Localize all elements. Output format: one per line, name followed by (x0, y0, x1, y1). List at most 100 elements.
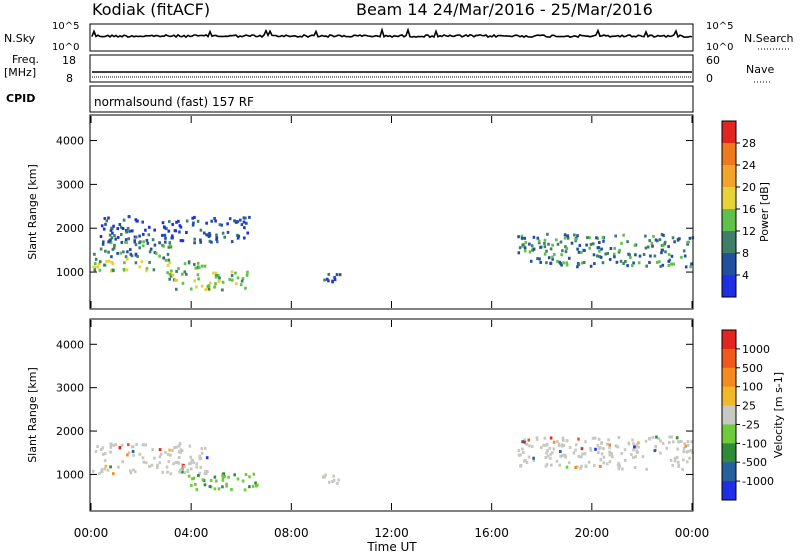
range-gate-cell (673, 240, 676, 244)
range-gate-cell (161, 470, 164, 474)
range-gate-cell (144, 461, 148, 465)
colorbar-swatch (722, 348, 736, 369)
range-gate-cell (244, 286, 247, 290)
range-gate-cell (602, 461, 606, 465)
range-gate-cell (524, 240, 528, 244)
range-gate-cell (661, 244, 665, 248)
range-gate-cell (216, 274, 220, 277)
range-gate-cell (194, 266, 198, 270)
range-gate-cell (523, 249, 527, 253)
range-gate-cell (197, 474, 200, 477)
range-gate-cell (549, 456, 552, 460)
range-gate-cell (133, 239, 136, 243)
range-gate-cell (565, 246, 568, 250)
power-panel: 1000 2000 3000 4000 Slant Range [km] 4 8 12 16… (26, 114, 771, 310)
range-gate-cell (521, 447, 524, 451)
range-gate-cell (608, 446, 611, 450)
range-gate-cell (106, 468, 110, 472)
range-gate-cell (231, 278, 234, 282)
range-gate-cell (175, 220, 178, 224)
range-gate-cell (523, 246, 527, 250)
range-gate-cell (539, 245, 542, 249)
range-gate-cell (226, 222, 229, 226)
range-gate-cell (102, 240, 105, 244)
nave-tick-top: 60 (706, 54, 720, 67)
range-gate-cell (562, 261, 565, 265)
range-gate-cell (527, 455, 531, 459)
range-gate-cell (602, 455, 606, 459)
range-gate-cell (204, 446, 207, 450)
range-gate-cell (331, 480, 334, 483)
range-gate-cell (109, 241, 113, 245)
range-gate-cell (187, 261, 191, 265)
range-gate-cell (559, 450, 562, 453)
colorbar-tick-label: -1000 (742, 475, 774, 488)
range-gate-cell (598, 255, 601, 259)
range-gate-cell (101, 242, 105, 246)
range-gate-cell (235, 282, 238, 286)
range-gate-cell (109, 238, 112, 242)
range-gate-cell (126, 250, 129, 254)
range-gate-cell (665, 446, 668, 450)
range-gate-cell (333, 276, 336, 279)
range-gate-cell (109, 269, 113, 273)
range-gate-cell (129, 248, 132, 252)
range-gate-cell (101, 452, 105, 456)
range-gate-cell (670, 435, 674, 439)
colorbar-swatch (722, 481, 736, 501)
range-gate-cell (663, 240, 667, 244)
range-gate-cell (555, 238, 558, 242)
range-gate-cell (225, 482, 228, 486)
range-gate-cell (538, 257, 541, 261)
range-gate-cell (99, 260, 102, 264)
range-gate-cell (181, 470, 184, 474)
range-gate-cell (151, 448, 154, 452)
range-gate-cell (626, 240, 629, 244)
range-gate-cell (136, 254, 139, 258)
range-gate-cell (96, 265, 100, 269)
range-gate-cell (558, 463, 561, 467)
range-gate-cell (631, 438, 634, 442)
range-gate-cell (581, 452, 584, 456)
freq-tick-bottom: 8 (66, 72, 73, 85)
range-gate-cell (189, 461, 192, 465)
range-gate-cell (213, 285, 216, 289)
range-gate-cell (525, 442, 529, 446)
range-gate-cell (214, 219, 217, 223)
range-gate-cell (593, 262, 596, 266)
range-gate-cell (546, 232, 549, 236)
range-gate-cell (576, 465, 579, 469)
range-gate-cell (169, 274, 173, 278)
range-gate-cell (100, 469, 103, 473)
range-gate-cell (163, 226, 167, 230)
range-gate-cell (126, 453, 129, 457)
range-gate-cell (196, 261, 200, 265)
range-gate-cell (167, 245, 171, 249)
range-gate-cell (177, 456, 181, 459)
range-gate-cell (633, 466, 637, 469)
range-gate-cell (326, 277, 329, 281)
range-gate-cell (565, 465, 569, 469)
range-gate-cell (134, 235, 138, 239)
range-gate-cell (620, 241, 623, 245)
range-gate-cell (131, 229, 134, 233)
range-gate-cell (107, 216, 110, 220)
range-gate-cell (200, 447, 204, 451)
range-gate-cell (178, 442, 182, 446)
range-gate-cell (197, 266, 201, 270)
range-gate-cell (129, 469, 132, 473)
range-gate-cell (174, 460, 178, 464)
range-gate-cell (127, 443, 130, 447)
range-gate-cell (532, 456, 535, 460)
range-gate-cell (525, 461, 529, 464)
range-gate-cell (234, 220, 238, 224)
range-gate-cell (127, 237, 130, 241)
range-gate-cell (518, 246, 522, 250)
range-gate-cell (664, 250, 667, 254)
power-colorbar: 4 8 12 16 20 24 28 (721, 120, 756, 298)
range-gate-cell (517, 453, 521, 457)
range-gate-cell (221, 485, 224, 489)
cpid-panel: CPID normalsound (fast) 157 RF (6, 85, 694, 113)
x-tick-label: 04:00 (174, 526, 209, 540)
range-gate-cell (686, 440, 690, 443)
